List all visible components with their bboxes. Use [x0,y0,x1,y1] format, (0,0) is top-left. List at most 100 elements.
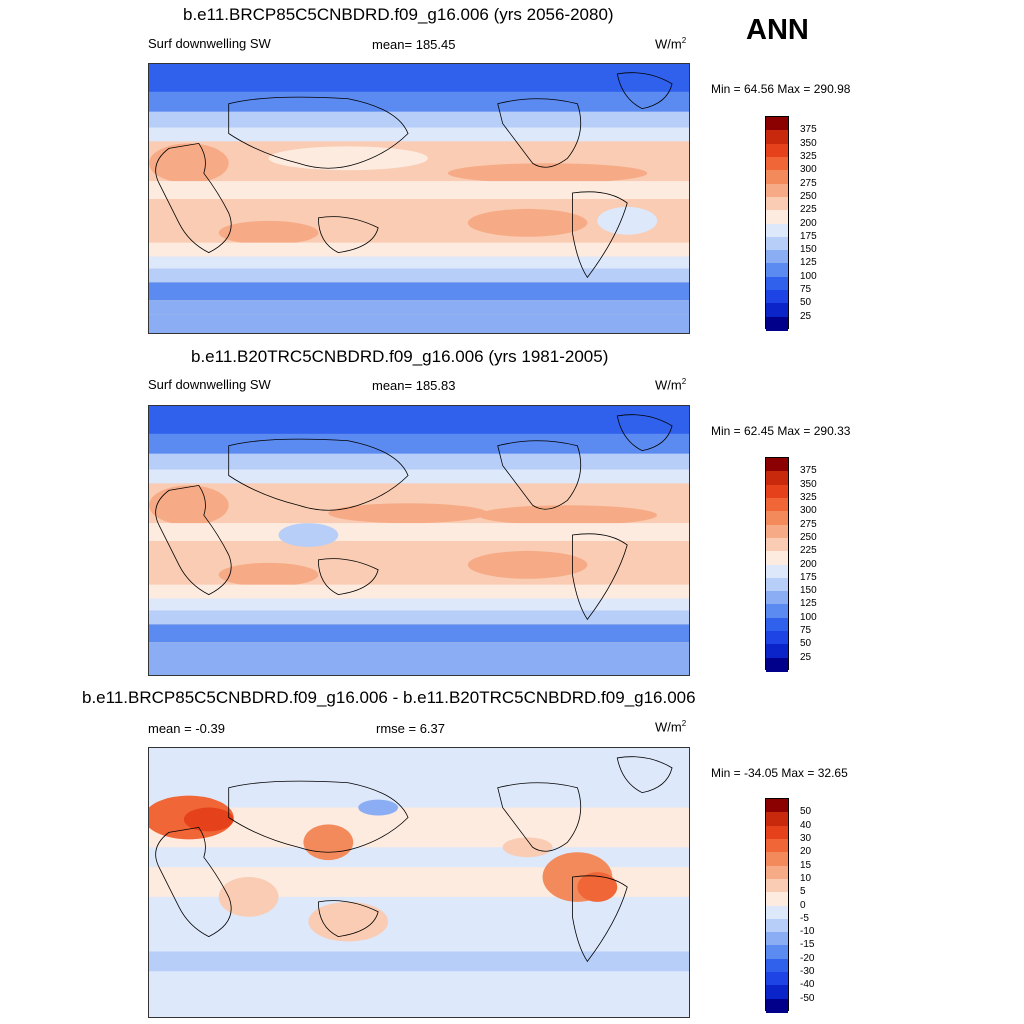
colorbar-level-label: -5 [800,912,809,924]
colorbar-swatch [766,878,788,893]
colorbar-swatch [766,825,788,840]
panel3-rmse-label: rmse = 6.37 [376,721,446,736]
colorbar-level-label: -20 [800,952,815,964]
colorbar-swatch [766,250,788,264]
colorbar-level-label: 275 [800,177,817,189]
colorbar-swatch [766,657,788,672]
colorbar-swatch [766,263,788,278]
colorbar-swatch [766,143,788,158]
colorbar-swatch [766,170,788,185]
colorbar-swatch [766,130,788,145]
colorbar-level-label: 300 [800,505,817,517]
colorbar-swatch [766,604,788,619]
colorbar-level-label: 50 [800,806,812,818]
colorbar-level-label: 150 [800,585,817,597]
colorbar-swatch [766,223,788,238]
panel1-mean-label: mean= 185.45 [372,37,456,52]
colorbar-level-label: 40 [800,819,812,831]
panel3-minmax: Min = -34.05 Max = 32.65 [711,766,848,780]
colorbar-level-label: 375 [800,124,817,136]
colorbar-swatch [766,812,788,827]
panel2-title: b.e11.B20TRC5CNBDRD.f09_g16.006 (yrs 198… [191,347,609,366]
colorbar-level-label: 30 [800,832,812,844]
colorbar-level-label: 325 [800,491,817,503]
colorbar-swatch [766,799,788,813]
panel1-title: b.e11.BRCP85C5CNBDRD.f09_g16.006 (yrs 20… [183,5,614,24]
colorbar-level-label: 225 [800,204,817,216]
colorbar-level-label: 20 [800,846,812,858]
colorbar-level-label: 25 [800,310,812,322]
colorbar-level-label: -40 [800,979,815,991]
panel2-map-svg [149,406,689,675]
colorbar-swatch [766,564,788,579]
colorbar-swatch [766,852,788,867]
colorbar-swatch [766,577,788,592]
colorbar-level-label: -30 [800,966,815,978]
colorbar-swatch [766,631,788,645]
colorbar-level-label: 200 [800,217,817,229]
panel2-variable-label: Surf downwelling SW [148,377,271,392]
colorbar-swatch [766,117,788,131]
colorbar-swatch [766,892,788,906]
colorbar-swatch [766,156,788,171]
colorbar-swatch [766,303,788,318]
colorbar-swatch [766,972,788,986]
colorbar-level-label: 250 [800,531,817,543]
colorbar-swatch [766,290,788,304]
colorbar-swatch [766,458,788,472]
panel3-colorbar [765,798,789,1013]
panel3-map [148,747,690,1018]
panel1-colorbar [765,116,789,331]
colorbar-swatch [766,838,788,853]
colorbar-swatch [766,497,788,512]
panel2-mean-label: mean= 185.83 [372,378,456,393]
colorbar-level-label: -50 [800,992,815,1004]
colorbar-swatch [766,591,788,605]
colorbar-swatch [766,617,788,632]
colorbar-level-label: 125 [800,257,817,269]
colorbar-swatch [766,644,788,659]
colorbar-level-label: 15 [800,859,812,871]
season-label: ANN [746,14,809,46]
colorbar-level-label: 375 [800,465,817,477]
colorbar-level-label: 225 [800,545,817,557]
colorbar-level-label: 300 [800,164,817,176]
panel3-title: b.e11.BRCP85C5CNBDRD.f09_g16.006 - b.e11… [82,688,696,707]
colorbar-level-label: 50 [800,638,812,650]
panel1-variable-label: Surf downwelling SW [148,36,271,51]
panel3-map-svg [149,748,689,1017]
colorbar-swatch [766,484,788,499]
colorbar-swatch [766,183,788,198]
colorbar-level-label: 100 [800,611,817,623]
panel2-colorbar [765,457,789,672]
colorbar-level-label: 100 [800,270,817,282]
panel2-units: W/m2 [655,377,687,393]
colorbar-swatch [766,316,788,331]
colorbar-level-label: 175 [800,571,817,583]
colorbar-swatch [766,210,788,224]
colorbar-swatch [766,537,788,552]
colorbar-level-label: 150 [800,244,817,256]
panel1-minmax: Min = 64.56 Max = 290.98 [711,82,851,96]
panel3-units: W/m2 [655,719,687,735]
colorbar-level-label: 10 [800,872,812,884]
colorbar-swatch [766,905,788,920]
colorbar-swatch [766,196,788,211]
colorbar-swatch [766,945,788,960]
colorbar-level-label: 0 [800,899,806,911]
panel3-mean-label: mean = -0.39 [148,721,225,736]
colorbar-swatch [766,511,788,526]
colorbar-swatch [766,932,788,946]
colorbar-level-label: 75 [800,625,812,637]
colorbar-level-label: 350 [800,478,817,490]
colorbar-swatch [766,471,788,486]
colorbar-level-label: 175 [800,230,817,242]
colorbar-level-label: -10 [800,926,815,938]
colorbar-level-label: 125 [800,598,817,610]
colorbar-level-label: 200 [800,558,817,570]
colorbar-level-label: 250 [800,190,817,202]
panel1-units: W/m2 [655,36,687,52]
colorbar-level-label: 350 [800,137,817,149]
colorbar-level-label: 75 [800,284,812,296]
panel1-map [148,63,690,334]
